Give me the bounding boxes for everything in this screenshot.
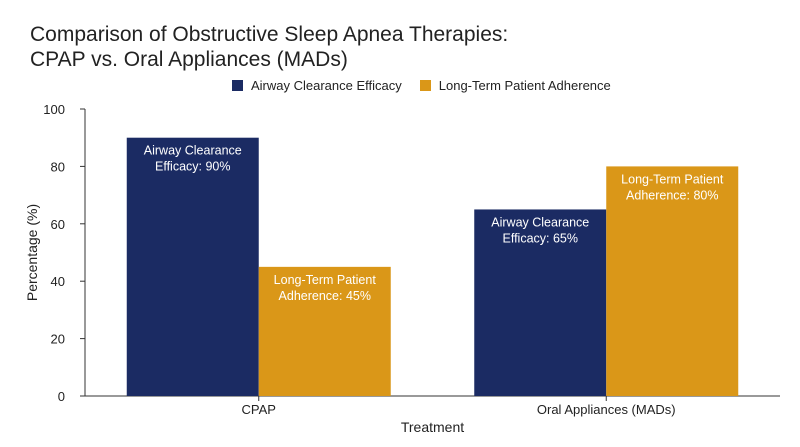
legend-swatch-efficacy (232, 80, 243, 91)
y-axis-label: Percentage (%) (24, 204, 40, 301)
bar-data-label: Efficacy: 90% (155, 160, 231, 174)
bar-efficacy (474, 209, 607, 396)
bar-efficacy (126, 137, 259, 396)
legend-swatch-adherence (419, 80, 431, 91)
legend-item-efficacy: Airway Clearance Efficacy (232, 78, 402, 93)
y-tick-label: 80 (51, 159, 65, 174)
y-tick-label: 40 (51, 274, 65, 289)
y-tick-label: 0 (58, 389, 65, 404)
bar-adherence (606, 166, 739, 396)
y-tick-label: 20 (51, 332, 65, 347)
legend-label-efficacy: Airway Clearance Efficacy (251, 78, 402, 93)
bar-data-label: Long-Term Patient (274, 273, 377, 287)
x-tick-label: Oral Appliances (MADs) (537, 402, 676, 417)
chart-title-line-2: CPAP vs. Oral Appliances (MADs) (30, 48, 348, 71)
bar-adherence (258, 266, 391, 396)
legend-label-adherence: Long-Term Patient Adherence (438, 78, 611, 93)
legend-item-adherence: Long-Term Patient Adherence (419, 78, 611, 93)
bar-data-label: Airway Clearance (491, 215, 589, 229)
bar-data-label: Long-Term Patient (621, 172, 724, 186)
y-tick-label: 60 (51, 217, 65, 232)
bar-data-label: Airway Clearance (144, 144, 242, 158)
bar-data-label: Adherence: 80% (626, 188, 718, 202)
y-tick-label: 100 (43, 102, 65, 117)
x-axis-label: Treatment (401, 419, 464, 435)
bar-data-label: Adherence: 45% (279, 289, 371, 303)
chart-title-line-1: Comparison of Obstructive Sleep Apnea Th… (30, 23, 509, 46)
chart-legend: Airway Clearance Efficacy Long-Term Pati… (232, 78, 629, 93)
bar-data-label: Efficacy: 65% (502, 231, 578, 245)
chart-title: Comparison of Obstructive Sleep Apnea Th… (30, 22, 508, 72)
x-tick-label: CPAP (242, 402, 276, 417)
